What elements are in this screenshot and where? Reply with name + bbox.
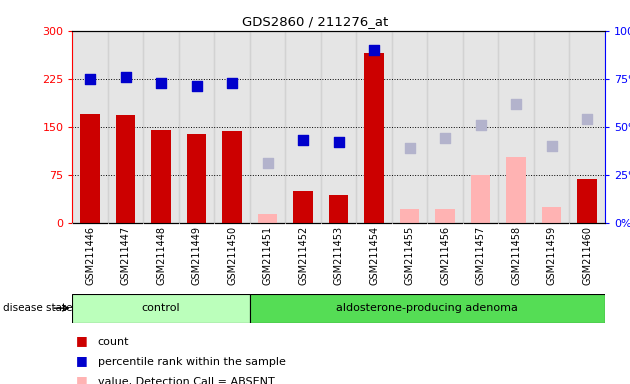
Point [404, 145, 415, 151]
Text: disease state: disease state [3, 303, 72, 313]
Text: ■: ■ [76, 334, 88, 347]
Text: GDS2860 / 211276_at: GDS2860 / 211276_at [242, 15, 388, 28]
Bar [72, 294, 250, 323]
Point [582, 116, 592, 122]
Text: aldosterone-producing adenoma: aldosterone-producing adenoma [336, 303, 518, 313]
Text: GSM211446: GSM211446 [85, 226, 95, 285]
Bar [81, 114, 100, 223]
Text: GSM211458: GSM211458 [511, 226, 521, 285]
Bar [72, 31, 108, 223]
Text: GSM211452: GSM211452 [298, 226, 308, 285]
Bar [250, 31, 285, 223]
Bar [400, 209, 420, 223]
Point [263, 160, 273, 166]
Bar [250, 294, 605, 323]
Bar [187, 134, 207, 223]
Bar [427, 31, 463, 223]
Text: GSM211449: GSM211449 [192, 226, 202, 285]
Text: GSM211455: GSM211455 [404, 226, 415, 285]
Text: GSM211456: GSM211456 [440, 226, 450, 285]
Bar [498, 31, 534, 223]
Point [333, 139, 343, 145]
Bar [357, 31, 392, 223]
Text: count: count [98, 337, 129, 347]
Bar [329, 195, 348, 223]
Text: GSM211450: GSM211450 [227, 226, 237, 285]
Point [156, 79, 166, 86]
Point [192, 83, 202, 89]
Point [369, 47, 379, 53]
Text: value, Detection Call = ABSENT: value, Detection Call = ABSENT [98, 377, 275, 384]
Bar [507, 157, 526, 223]
Text: GSM211451: GSM211451 [263, 226, 273, 285]
Bar [570, 31, 605, 223]
Bar [392, 31, 427, 223]
Bar [285, 31, 321, 223]
Text: GSM211457: GSM211457 [476, 226, 486, 285]
Point [227, 79, 237, 86]
Text: GSM211459: GSM211459 [547, 226, 556, 285]
Bar [116, 115, 135, 223]
Text: ■: ■ [76, 374, 88, 384]
Bar [435, 209, 455, 223]
Text: percentile rank within the sample: percentile rank within the sample [98, 357, 285, 367]
Text: GSM211454: GSM211454 [369, 226, 379, 285]
Bar [577, 179, 597, 223]
Text: GSM211460: GSM211460 [582, 226, 592, 285]
Bar [534, 31, 570, 223]
Text: GSM211447: GSM211447 [121, 226, 130, 285]
Bar [542, 207, 561, 223]
Bar [179, 31, 214, 223]
Bar [151, 130, 171, 223]
Bar [364, 53, 384, 223]
Bar [321, 31, 357, 223]
Bar [214, 31, 250, 223]
Text: control: control [142, 303, 180, 313]
Text: ■: ■ [76, 354, 88, 367]
Bar [144, 31, 179, 223]
Point [511, 101, 521, 107]
Bar [222, 131, 242, 223]
Bar [108, 31, 144, 223]
Text: GSM211453: GSM211453 [334, 226, 343, 285]
Point [440, 135, 450, 141]
Point [85, 76, 95, 82]
Point [298, 137, 308, 143]
Point [476, 122, 486, 128]
Bar [258, 214, 277, 223]
Text: GSM211448: GSM211448 [156, 226, 166, 285]
Bar [463, 31, 498, 223]
Bar [471, 175, 490, 223]
Point [546, 143, 557, 149]
Bar [294, 191, 313, 223]
Point [120, 74, 131, 80]
